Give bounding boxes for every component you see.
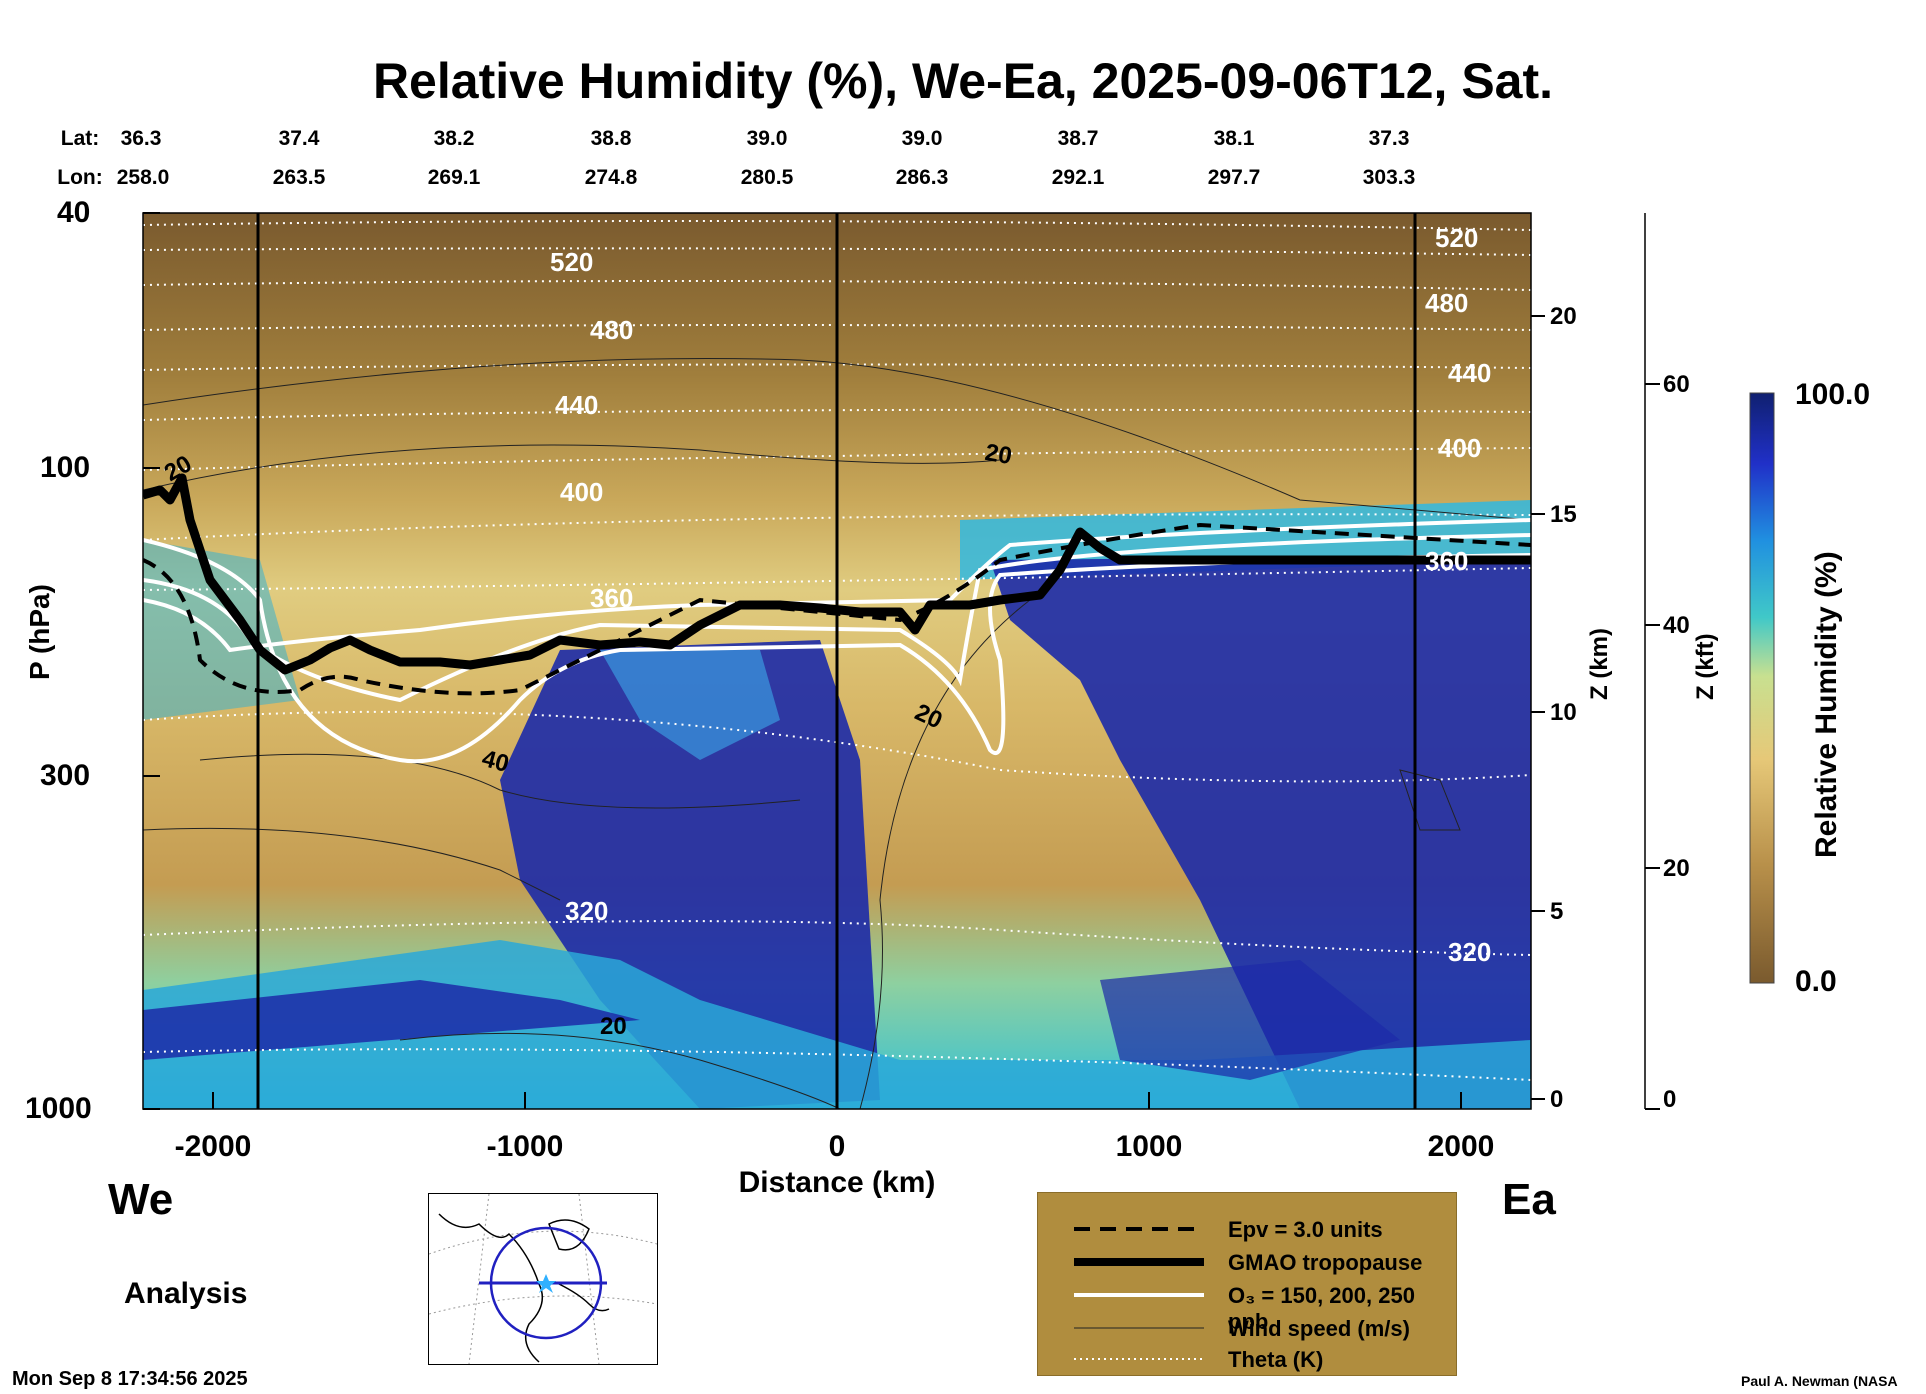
lon-value: 258.0 [116,166,170,189]
theta-label: 360 [590,583,634,613]
theta-label: 440 [1448,358,1492,388]
theta-label: 400 [1438,433,1482,463]
legend-item-ozone: O₃ = 150, 200, 250 ppb [1038,1281,1456,1334]
west-label: We [108,1175,174,1224]
theta-label: 480 [1425,288,1469,318]
reference-lines [256,213,1417,1109]
lon-value: 274.8 [584,166,638,189]
lat-value: 37.3 [1368,127,1410,150]
legend-theta-label: Theta (K) [1228,1347,1324,1372]
x-ticks [212,1092,1462,1109]
theta-label: 520 [1435,223,1479,253]
y-ticks [143,212,160,1110]
theta-label: 360 [1425,546,1469,576]
y-tick-label: 1000 [25,1092,92,1125]
x-axis-label: Distance (km) [738,1166,936,1199]
lat-value: 39.0 [746,127,788,150]
lat-label: Lat: [60,127,100,150]
theta-label: 480 [590,315,634,345]
zkft-tick-label: 40 [1663,612,1690,639]
zkft-ticks [1645,383,1660,1110]
legend-ozone-label: O₃ = 150, 200, 250 ppb [1228,1283,1415,1334]
x-tick-label: 2000 [1427,1130,1495,1163]
tropopause-line [143,473,1531,675]
wind-contours [143,357,1531,1109]
theta-label: 520 [550,247,594,277]
lat-value: 38.1 [1213,127,1255,150]
legend-wind-label: Wind speed (m/s) [1228,1316,1410,1341]
x-tick-label: -1000 [486,1130,564,1163]
theta-label: 400 [560,477,604,507]
inset-map [428,1193,658,1365]
zkft-tick-label: 20 [1663,855,1690,882]
wind-label: 20 [982,438,1014,471]
colorbar [1749,392,1775,984]
lat-value: 39.0 [901,127,943,150]
zkm-tick-label: 5 [1550,898,1564,925]
zkft-axis-label: Z (kft) [1692,633,1719,700]
theta-label: 320 [1448,937,1492,967]
x-tick-label: 0 [828,1130,846,1163]
lon-value: 263.5 [272,166,326,189]
theta-label: 440 [555,390,599,420]
y-tick-label: 100 [40,451,91,484]
zkm-axis-label: Z (km) [1586,628,1613,700]
analysis-label: Analysis [124,1277,248,1310]
lat-value: 36.3 [120,127,162,150]
lon-value: 286.3 [895,166,949,189]
y-tick-label: 300 [40,759,91,792]
legend-item-theta: Theta (K) [1038,1345,1456,1377]
wind-label: 20 [600,1013,627,1040]
colorbar-label: Relative Humidity (%) [1810,551,1843,858]
x-tick-label: -2000 [174,1130,252,1163]
legend-epv-label: Epv = 3.0 units [1228,1217,1383,1242]
chart-title: Relative Humidity (%), We-Ea, 2025-09-06… [372,53,1554,109]
lat-value: 38.2 [433,127,475,150]
lon-label: Lon: [57,166,103,189]
legend-item-wind: Wind speed (m/s) [1038,1314,1456,1346]
map-svg [428,1193,658,1365]
colorbar-min-label: 0.0 [1795,965,1837,998]
theta-contours [143,220,1531,1081]
lon-value: 303.3 [1362,166,1416,189]
lat-value: 37.4 [278,127,320,150]
legend-item-epv: Epv = 3.0 units [1038,1215,1456,1247]
x-tick-label: 1000 [1115,1130,1183,1163]
legend-tropopause-label: GMAO tropopause [1228,1250,1423,1275]
zkm-tick-label: 15 [1550,501,1577,528]
zkm-tick-label: 10 [1550,699,1577,726]
zkft-tick-label: 60 [1663,371,1690,398]
epv-contour [143,522,1531,696]
east-label: Ea [1502,1175,1556,1224]
lon-value: 280.5 [740,166,794,189]
lon-value: 292.1 [1051,166,1105,189]
lon-value: 269.1 [427,166,481,189]
y-tick-label: 40 [57,196,91,229]
zkft-tick-label: 0 [1663,1086,1677,1113]
legend: Epv = 3.0 units GMAO tropopause O₃ = 150… [1037,1192,1457,1376]
legend-item-tropopause: GMAO tropopause [1038,1248,1456,1280]
lon-value: 297.7 [1207,166,1261,189]
y-axis-label: P (hPa) [24,584,55,680]
timestamp: Mon Sep 8 17:34:56 2025 [12,1368,248,1390]
zkm-ticks [1531,315,1545,1100]
theta-label: 320 [565,896,609,926]
zkm-tick-label: 0 [1550,1086,1564,1113]
lat-value: 38.8 [590,127,632,150]
colorbar-max-label: 100.0 [1795,378,1871,411]
credit: Paul A. Newman (NASA [1741,1373,1898,1389]
zkm-tick-label: 20 [1550,303,1577,330]
lat-value: 38.7 [1057,127,1099,150]
